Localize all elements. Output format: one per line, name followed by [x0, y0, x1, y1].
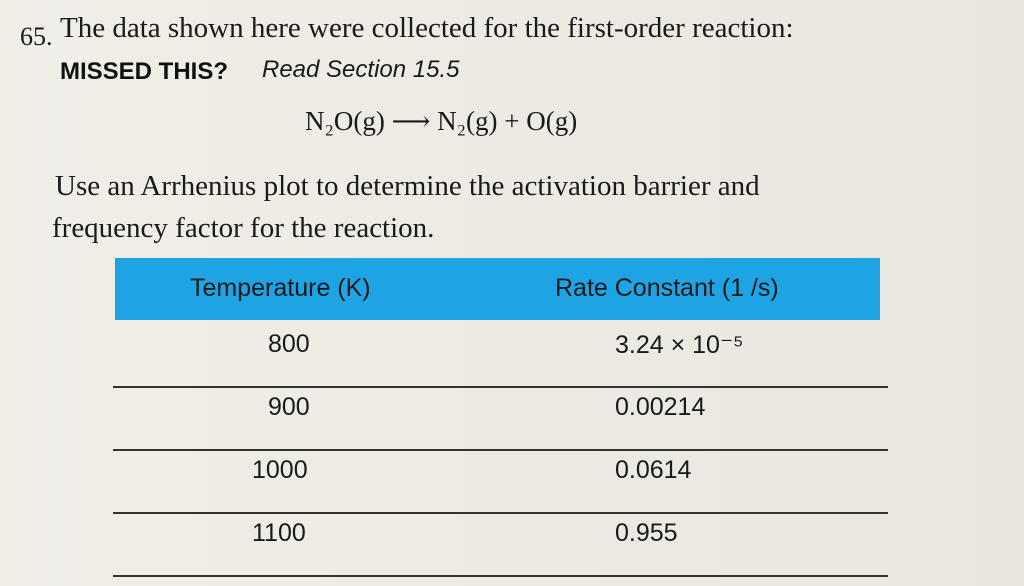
row-rule: [113, 575, 888, 577]
temperature-cell: 800: [268, 330, 310, 358]
question-line: frequency factor for the reaction.: [52, 212, 435, 244]
row-rule: [113, 449, 888, 451]
rate-constant-cell: 0.955: [615, 519, 678, 547]
missed-label: MISSED THIS?: [60, 58, 229, 85]
temperature-cell: 900: [268, 393, 310, 421]
question-line: Use an Arrhenius plot to determine the a…: [55, 170, 760, 202]
rate-constant-cell: 3.24 × 10⁻⁵: [615, 331, 744, 359]
temperature-cell: 1100: [252, 519, 306, 547]
row-rule: [113, 512, 888, 514]
rate-constant-cell: 0.00214: [615, 393, 706, 421]
header-cell: Temperature (K): [190, 274, 371, 302]
row-rule: [113, 386, 888, 388]
table-header: Temperature (K) Rate Constant (1 /s): [115, 258, 880, 320]
rate-constant-cell: 0.0614: [615, 456, 692, 484]
problem-text: The data shown here were collected for t…: [60, 12, 794, 44]
temperature-cell: 1000: [252, 456, 308, 484]
problem-number: 65.: [20, 22, 53, 51]
header-cell: Rate Constant (1 /s): [555, 274, 779, 302]
read-section: Read Section 15.5: [262, 56, 460, 83]
equation: N₂O(g) ⟶ N₂(g) + O(g): [305, 106, 578, 136]
